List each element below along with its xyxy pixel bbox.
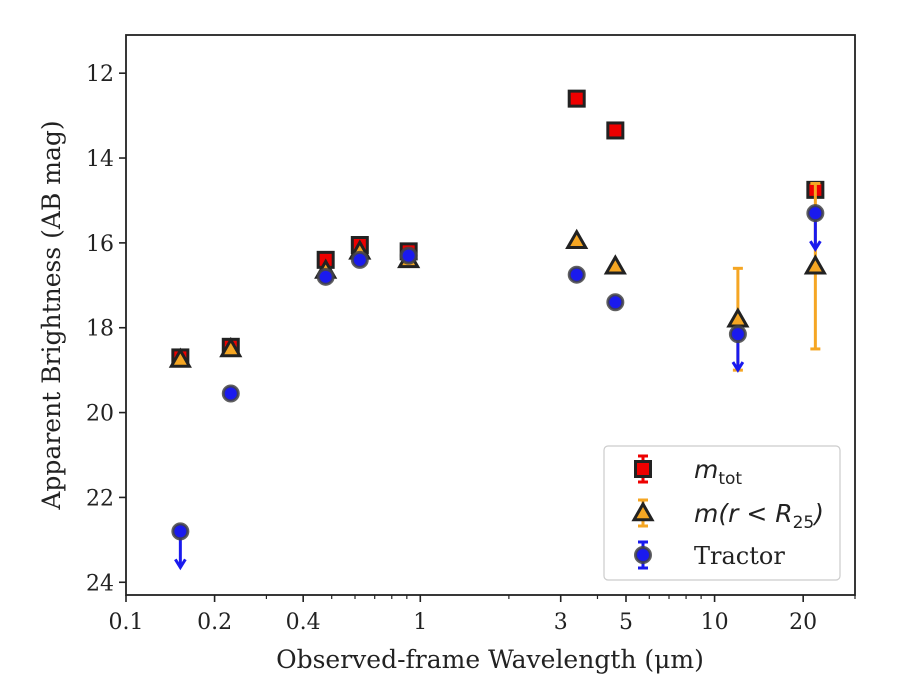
legend-entry-m-r-r25: m(r < R25)	[631, 498, 824, 533]
data-point	[567, 89, 586, 108]
y-tick-label: 22	[86, 486, 114, 511]
x-tick-label: 0.4	[286, 610, 321, 635]
legend-label: m(r < R25)	[694, 499, 824, 533]
series-tractor	[171, 204, 825, 571]
data-point	[728, 325, 747, 344]
plot-frame	[125, 34, 856, 596]
y-tick-label: 20	[86, 402, 114, 427]
plot-area	[168, 89, 827, 571]
y-tick-label: 24	[86, 571, 114, 596]
legend-box	[603, 445, 841, 581]
data-point	[565, 228, 589, 250]
x-tick-label: 1	[413, 610, 427, 635]
data-point	[803, 254, 827, 275]
legend-marker	[631, 500, 655, 522]
x-tick-label: 0.1	[109, 610, 144, 635]
data-point	[219, 336, 243, 358]
data-point	[168, 347, 192, 368]
data-point	[603, 254, 627, 275]
legend: mtot m(r < R25) Tractor	[603, 445, 841, 581]
y-tick-label: 12	[86, 62, 114, 87]
data-point	[221, 384, 240, 403]
data-point	[350, 250, 369, 269]
data-point	[606, 293, 625, 312]
x-tick-label: 5	[619, 610, 633, 635]
data-point	[171, 522, 190, 541]
legend-entry-m-tot: mtot	[634, 454, 742, 489]
data-point	[806, 204, 825, 223]
x-tick-label: 3	[554, 610, 568, 635]
legend-label: mtot	[694, 455, 742, 489]
data-point	[606, 121, 625, 140]
x-axis-label: Observed-frame Wavelength (μm)	[276, 645, 704, 674]
y-tick-label: 14	[86, 147, 114, 172]
y-axis-label: Apparent Brightness (AB mag)	[37, 120, 66, 510]
legend-label: Tractor	[694, 542, 785, 570]
axes: 0.1 0.2 0.4 1 3 5 10 20 12 14 16 18 20 22 24	[86, 62, 856, 635]
x-tick-label: 20	[789, 610, 817, 635]
legend-entry-tractor: Tractor	[634, 540, 785, 570]
data-point	[316, 267, 335, 286]
x-tick-label: 0.2	[197, 610, 232, 635]
y-tick-label: 16	[86, 232, 114, 257]
y-tick-label: 18	[86, 317, 114, 342]
data-point	[399, 246, 418, 265]
data-point	[567, 265, 586, 284]
legend-marker	[634, 460, 652, 478]
legend-marker	[634, 546, 652, 564]
x-tick-label: 10	[701, 610, 729, 635]
